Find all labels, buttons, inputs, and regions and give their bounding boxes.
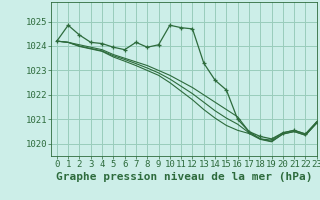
- X-axis label: Graphe pression niveau de la mer (hPa): Graphe pression niveau de la mer (hPa): [56, 172, 312, 182]
